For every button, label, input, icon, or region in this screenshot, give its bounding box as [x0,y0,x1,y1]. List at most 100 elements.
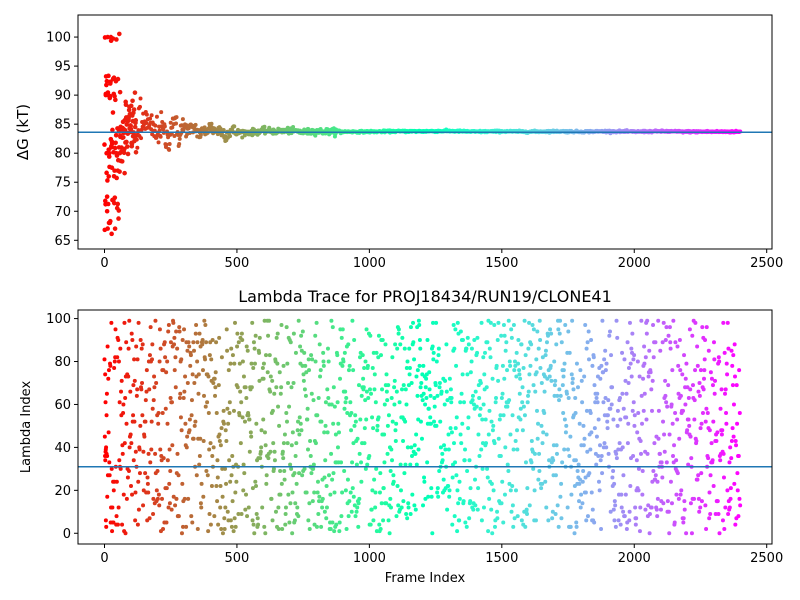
lambda-point [225,348,230,353]
lambda-point [429,486,434,491]
lambda-point [667,325,672,330]
lambda-point [178,391,183,396]
lambda-point [134,344,139,349]
lambda-point [711,419,716,424]
lambda-point [363,359,368,364]
lambda-point [302,387,307,392]
lambda-point [145,481,150,486]
lambda-point [440,458,445,463]
lambda-point [521,404,526,409]
lambda-point [615,408,620,413]
lambda-point [557,398,562,403]
delta-g-point [144,121,149,126]
lambda-point [280,526,285,531]
lambda-point [561,368,566,373]
lambda-point [273,509,278,514]
lambda-point [487,346,492,351]
lambda-point [351,368,356,373]
lambda-point [433,383,438,388]
lambda-point [531,466,536,471]
lambda-point [315,490,320,495]
lambda-point [699,421,704,426]
lambda-point [529,438,534,443]
lambda-point [717,531,722,536]
lambda-point [543,353,548,358]
lambda-point [486,432,491,437]
lambda-point [546,518,551,523]
lambda-point [678,393,683,398]
lambda-point [242,419,247,424]
lambda-point [734,383,739,388]
delta-g-point [154,114,159,119]
lambda-point [514,350,519,355]
lambda-point [680,372,685,377]
lambda-point [548,327,553,332]
lambda-point [191,340,196,345]
lambda-point [347,363,352,368]
delta-g-point [106,150,112,156]
lambda-point [251,365,256,370]
lambda-point [373,400,378,405]
lambda-point [493,400,498,405]
lambda-point [564,391,569,396]
lambda-point [126,469,131,474]
lambda-point [220,466,225,471]
lambda-point [698,426,703,431]
lambda-point [675,417,680,422]
lambda-point [670,368,675,373]
lambda-point [550,516,555,521]
lambda-point [241,462,246,467]
x-tick-label: 2000 [618,551,651,566]
lambda-point [215,475,220,480]
delta-g-point [111,197,116,202]
lambda-point [152,374,157,379]
lambda-point [310,357,315,362]
delta-g-point [132,90,138,95]
lambda-point [594,462,599,467]
lambda-point [631,357,636,362]
lambda-point [720,428,725,433]
lambda-point [698,368,703,373]
lambda-point [731,434,736,439]
lambda-point [283,505,288,510]
lambda-point [642,391,647,396]
lambda-point [457,496,462,501]
lambda-point [335,353,340,358]
y-tick-label: 80 [54,355,71,370]
lambda-point [118,346,123,351]
lambda-point [331,471,336,476]
lambda-point [612,518,617,523]
lambda-point [167,501,172,506]
lambda-point [582,374,587,379]
lambda-point [468,486,473,491]
lambda-point [524,507,529,512]
lambda-point [272,449,277,454]
lambda-point [307,368,312,373]
lambda-point [483,417,488,422]
lambda-point [251,522,256,527]
lambda-point [532,488,537,493]
lambda-point [713,378,718,383]
lambda-point [139,387,144,392]
lambda-point [106,376,111,381]
lambda-point [373,505,378,510]
lambda-point [611,417,616,422]
lambda-point [647,531,652,536]
lambda-point [655,479,660,484]
delta-g-point [164,142,169,147]
lambda-point [697,380,702,385]
lambda-point [307,501,312,506]
lambda-point [214,340,219,345]
lambda-point [126,346,131,351]
lambda-point [263,353,268,358]
lambda-point [250,486,255,491]
lambda-point [558,393,563,398]
lambda-point [498,413,503,418]
lambda-point [386,383,391,388]
lambda-point [496,320,501,325]
lambda-point [300,329,305,334]
lambda-point [339,335,344,340]
lambda-point [516,338,521,343]
lambda-point [351,494,356,499]
lambda-point [666,509,671,514]
